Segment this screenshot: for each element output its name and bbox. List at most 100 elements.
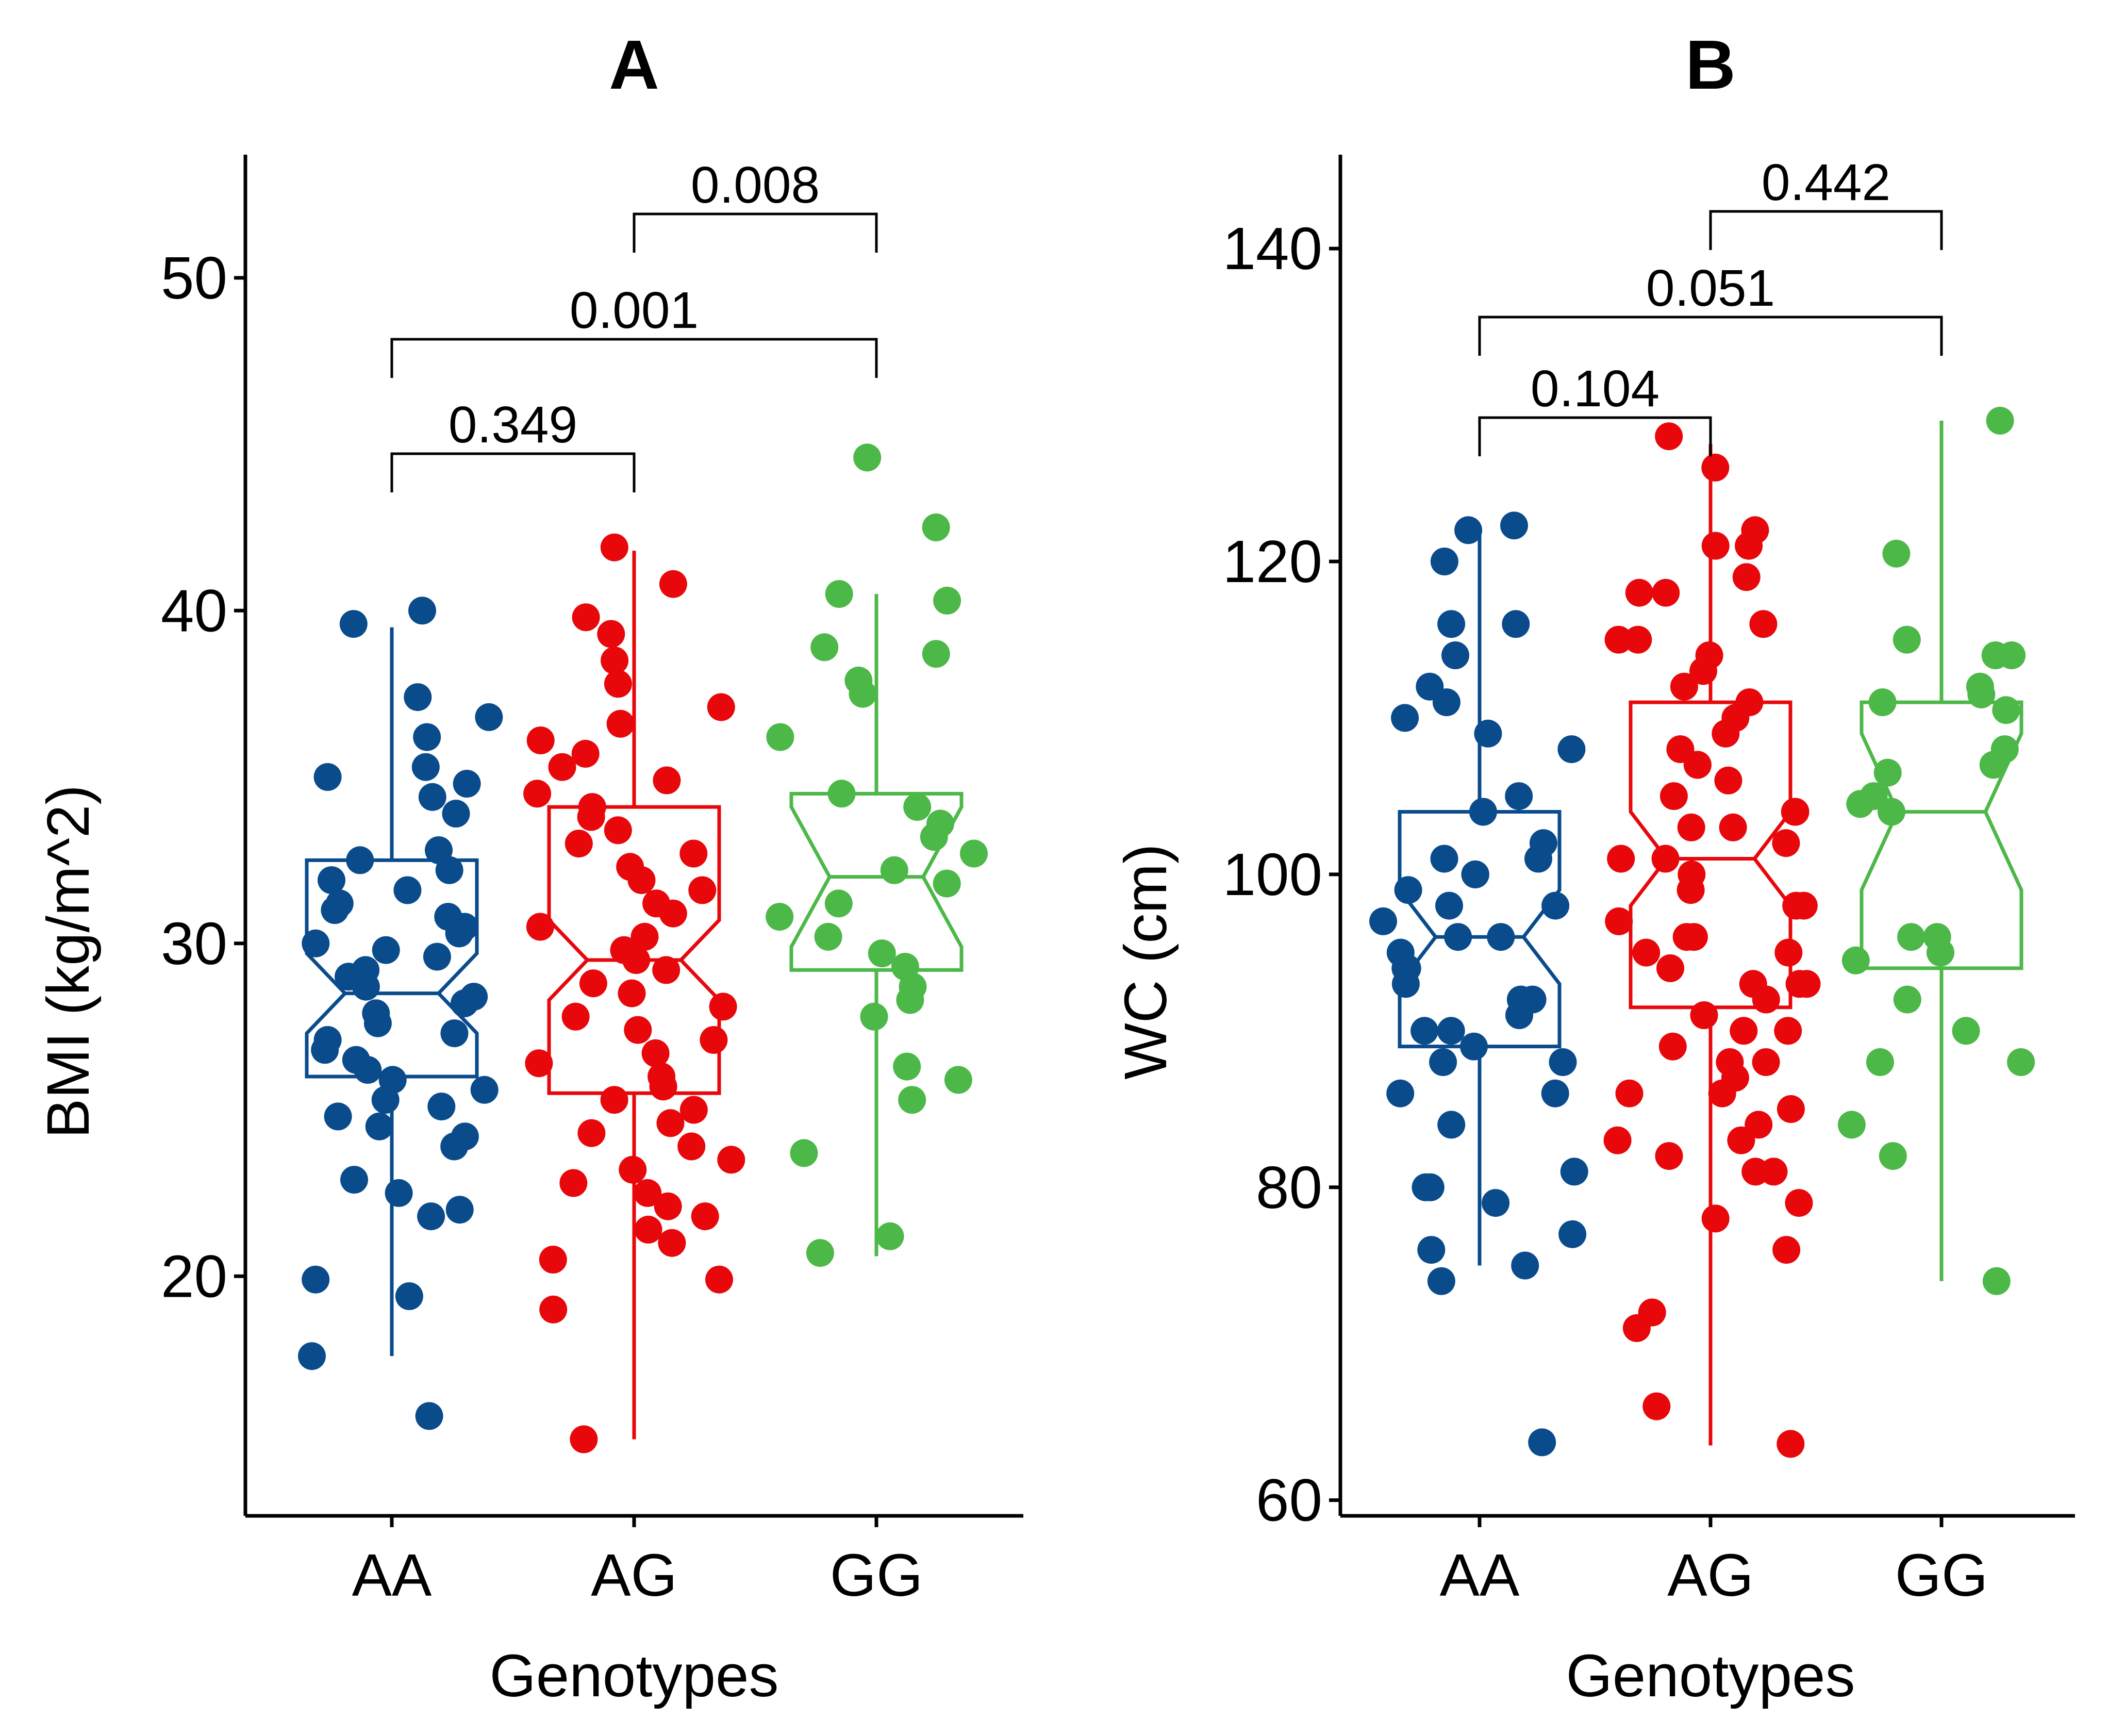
panel-a-point-ag [579, 969, 607, 998]
panel-a-point-gg [853, 443, 882, 472]
panel-a-point-aa [427, 1093, 456, 1121]
panel-a-point-aa [365, 1112, 393, 1140]
panel-b-point-aa [1437, 610, 1466, 638]
panel-b-point-ag [1642, 1392, 1671, 1420]
panel-a-point-aa [324, 1102, 352, 1131]
panel-b-point-aa [1474, 719, 1502, 748]
panel-a-point-ag [649, 1072, 677, 1101]
panel-a-point-aa [346, 846, 374, 874]
panel-a-point-ag [659, 570, 687, 598]
panel-b-point-ag [1604, 625, 1633, 654]
panel-a-point-ag [597, 620, 625, 648]
panel-a-point-ag [601, 647, 629, 675]
panel-a-point-ag [570, 1425, 598, 1453]
panel-a-point-ag [654, 1192, 682, 1220]
panel-a-point-ag [606, 709, 635, 738]
panel-a-point-ag [688, 876, 717, 904]
panel-b-point-gg [1952, 1017, 1980, 1045]
panel-a-bracket-ag-gg [633, 212, 878, 253]
panel-b-point-aa [1524, 845, 1552, 873]
panel-b-point-ag [1632, 938, 1661, 967]
panel-a-point-aa [418, 783, 446, 811]
panel-b-point-gg [1893, 985, 1921, 1014]
panel-b-point-ag [1672, 923, 1701, 951]
panel-b-point-ag [1622, 1314, 1651, 1342]
panel-a-point-aa [475, 703, 503, 731]
panel-a-point-ag [600, 1086, 628, 1114]
panel-b-point-ag [1741, 1158, 1770, 1186]
panel-a-point-ag [709, 993, 737, 1021]
panel-b-y-tick-label: 120 [1222, 528, 1322, 595]
panel-b-point-gg [1878, 798, 1905, 826]
panel-b-point-aa [1541, 1079, 1569, 1107]
panel-a-point-ag [618, 979, 646, 1007]
panel-b-point-ag [1605, 907, 1633, 935]
panel-a-y-axis-title: BMI (kg/m^2) [35, 785, 102, 1138]
panel-a-point-ag [691, 1202, 719, 1231]
panel-a-point-gg [876, 1222, 904, 1250]
panel-a-point-ag [523, 780, 552, 808]
panel-a-point-gg [849, 680, 877, 708]
panel-b-point-gg [1897, 923, 1926, 951]
panel-a-point-ag [700, 1026, 728, 1054]
panel-a: A BMI (kg/m^2) Genotypes 20 30 40 50 AA AG GG 0… [35, 26, 1023, 1709]
panel-a-bracket-aa-gg [390, 338, 878, 378]
panel-b-point-aa [1369, 907, 1397, 935]
panel-b-point-aa [1557, 735, 1586, 764]
panel-a-point-aa [445, 919, 473, 948]
panel-a-point-ag [600, 533, 628, 561]
panel-a-point-aa [321, 896, 349, 924]
panel-a-point-gg [933, 586, 961, 615]
panel-b-point-aa [1505, 782, 1533, 811]
panel-a-point-gg [922, 513, 950, 541]
panel-a-point-gg [903, 793, 932, 821]
panel-b-point-aa [1386, 1079, 1415, 1107]
panel-a-point-gg [806, 1239, 834, 1267]
panel-b-point-aa [1435, 891, 1463, 920]
panel-a-point-ag [604, 670, 632, 698]
panel-b-point-aa [1429, 1048, 1457, 1076]
panel-b-point-ag [1655, 422, 1683, 451]
panel-b-pvalue-ag-gg: 0.442 [1762, 154, 1890, 211]
panel-b-point-aa [1437, 1017, 1465, 1045]
panel-a-point-aa [435, 856, 463, 884]
panel-b-point-aa [1410, 1017, 1439, 1045]
panel-a-point-ag [679, 1096, 708, 1124]
panel-a-point-aa [445, 1196, 474, 1224]
panel-a-point-gg [814, 922, 842, 951]
panel-a-point-aa [408, 597, 436, 625]
panel-b-x-tick-label-gg: GG [1895, 1542, 1988, 1609]
panel-b-point-ag [1683, 751, 1712, 779]
panel-a-point-ag [630, 922, 659, 951]
panel-a-point-gg [766, 723, 794, 751]
panel-a-point-aa [450, 989, 478, 1017]
panel-b-point-gg [1866, 1048, 1894, 1076]
panel-a-y-tick-label: 20 [161, 1243, 227, 1310]
panel-a-point-aa [372, 936, 400, 964]
panel-b-point-ag [1719, 813, 1747, 841]
panel-b-y-tick-label: 60 [1256, 1467, 1322, 1534]
panel-a-point-aa [411, 753, 440, 781]
panel-a-point-ag [565, 830, 593, 858]
panel-b-point-aa [1432, 688, 1460, 717]
panel-a-point-gg [860, 1002, 888, 1031]
panel-a-point-ag [679, 839, 708, 868]
panel-a-point-gg [893, 1052, 921, 1081]
panel-a-point-ag [539, 1246, 567, 1274]
panel-b-point-aa [1437, 1111, 1466, 1139]
panel-b-y-axis-title: WC (cm) [1112, 844, 1179, 1079]
panel-a-x-tick-label-ag: AG [591, 1542, 677, 1609]
panel-b-point-aa [1487, 923, 1515, 951]
panel-a-title: A [609, 26, 659, 104]
panel-b-point-aa [1511, 1251, 1539, 1280]
panel-b-point-gg [1868, 688, 1897, 717]
panel-a-point-aa [395, 1282, 423, 1310]
panel-a-point-ag [658, 1229, 686, 1257]
panel-b-point-gg [1841, 946, 1870, 974]
panel-a-pvalue-aa-gg: 0.001 [570, 282, 699, 339]
panel-a-bracket-aa-ag [390, 452, 636, 492]
panel-a-point-ag [561, 1002, 590, 1031]
panel-a-point-aa [371, 1086, 400, 1114]
panel-b-point-ag [1735, 532, 1763, 560]
